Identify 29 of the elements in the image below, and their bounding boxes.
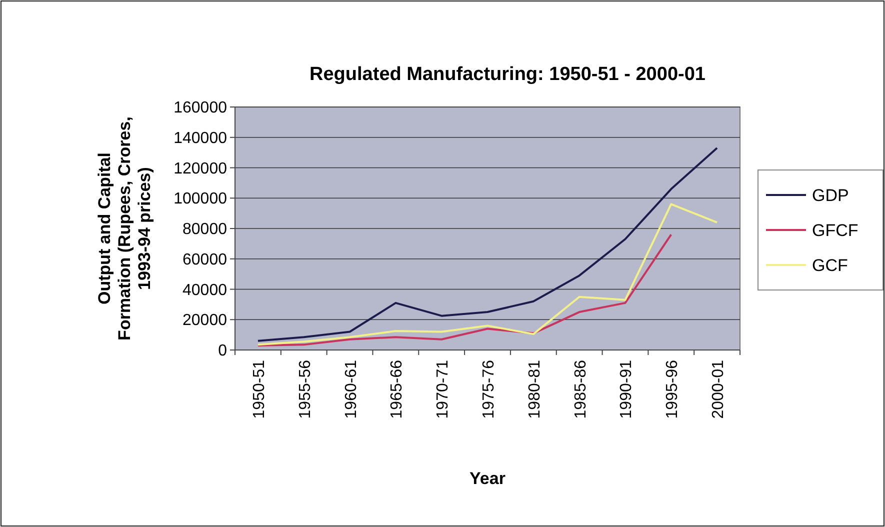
x-tick-label: 1965-66 bbox=[388, 360, 406, 419]
chart-title: Regulated Manufacturing: 1950-51 - 2000-01 bbox=[310, 64, 706, 85]
y-tick-label: 140000 bbox=[174, 130, 228, 147]
legend-label: GDP bbox=[812, 186, 849, 205]
x-tick-label: 1960-61 bbox=[342, 360, 360, 419]
x-tick-label: 1990-91 bbox=[618, 360, 636, 419]
x-tick-label: 1975-76 bbox=[480, 360, 498, 419]
line-series bbox=[256, 147, 718, 342]
x-tick-label: 1980-81 bbox=[526, 360, 544, 419]
x-axis-title: Year bbox=[470, 469, 506, 488]
x-tick-label: 1955-56 bbox=[296, 360, 314, 419]
x-tick-label: 1950-51 bbox=[250, 360, 268, 419]
line-series bbox=[256, 234, 672, 346]
y-tick-label: 160000 bbox=[174, 100, 228, 117]
y-tick-label: 20000 bbox=[182, 312, 228, 330]
legend-label: GCF bbox=[812, 256, 848, 275]
legend-label: GFCF bbox=[812, 220, 858, 240]
line-series bbox=[256, 203, 718, 346]
x-tick-label: 1970-71 bbox=[434, 360, 452, 419]
y-axis-title: Output and Capital Formation (Rupees, Crores, 1993-94 prices) bbox=[95, 116, 154, 340]
y-tick-label: 60000 bbox=[182, 251, 228, 268]
y-tick-label: 120000 bbox=[174, 160, 228, 178]
y-tick-label: 0 bbox=[218, 342, 228, 360]
y-tick-label: 40000 bbox=[182, 282, 228, 299]
y-tick-label: 100000 bbox=[174, 190, 228, 208]
x-tick-label: 1995-96 bbox=[664, 360, 682, 419]
y-tick-label: 80000 bbox=[182, 221, 228, 238]
x-tick-label: 1985-86 bbox=[572, 360, 590, 419]
x-tick-label: 2000-01 bbox=[710, 360, 728, 419]
